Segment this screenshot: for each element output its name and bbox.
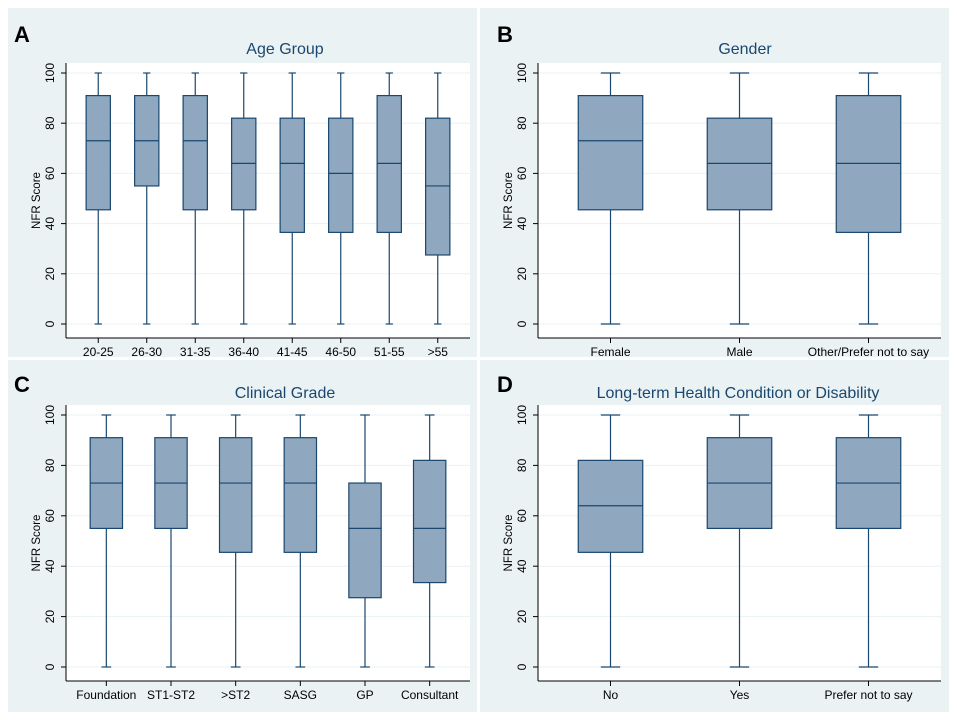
- box-6: Consultant: [401, 414, 459, 702]
- box-4: SASG: [283, 414, 318, 702]
- x-tick-label: Female: [590, 345, 630, 359]
- y-tick-label: 40: [515, 217, 529, 231]
- y-tick-label: 20: [43, 610, 57, 624]
- y-tick-label: 20: [515, 267, 529, 281]
- y-tick-label: 0: [43, 663, 57, 670]
- y-tick-label: 40: [43, 559, 57, 573]
- y-tick-label: 0: [515, 663, 529, 670]
- panel-c: 0 20 40 60 80 100 NFR Score Clinical Grade C Foun…: [8, 360, 477, 712]
- plot-area: [66, 405, 470, 681]
- iqr-box: [85, 94, 111, 211]
- panel-letter: A: [14, 22, 30, 47]
- y-axis-label: NFR Score: [31, 172, 43, 229]
- iqr-box: [577, 94, 644, 211]
- x-tick-label: Other/Prefer not to say: [808, 345, 929, 359]
- panel-letter: D: [497, 372, 513, 397]
- y-tick-label: 100: [515, 63, 529, 83]
- box-3: >ST2: [218, 414, 253, 702]
- y-tick-label: 100: [43, 405, 57, 425]
- box-8: >55: [425, 72, 451, 359]
- y-axis-label: NFR Score: [503, 172, 515, 229]
- y-tick-label: 40: [43, 217, 57, 231]
- panel-letter: C: [14, 372, 30, 397]
- iqr-box: [425, 117, 451, 256]
- box-3: Prefer not to say: [824, 414, 913, 702]
- x-tick-label: 51-55: [374, 345, 405, 359]
- x-tick-label: 20-25: [83, 345, 114, 359]
- x-tick-label: SASG: [284, 688, 317, 702]
- box-1: 20-25: [83, 72, 114, 359]
- iqr-box: [182, 94, 208, 211]
- box-1: Female: [577, 72, 644, 359]
- y-tick-label: 100: [515, 405, 529, 425]
- y-tick-label: 20: [515, 610, 529, 624]
- x-tick-label: >ST2: [221, 688, 250, 702]
- x-tick-label: 41-45: [277, 345, 308, 359]
- box-3: Other/Prefer not to say: [808, 72, 929, 359]
- box-2: Yes: [706, 414, 773, 702]
- x-tick-label: 26-30: [131, 345, 162, 359]
- iqr-box: [279, 117, 305, 233]
- x-tick-label: Yes: [730, 688, 750, 702]
- panel-title: Clinical Grade: [235, 385, 336, 402]
- x-tick-label: >55: [428, 345, 449, 359]
- y-tick-label: 80: [43, 116, 57, 130]
- iqr-box: [376, 94, 402, 233]
- box-4: 36-40: [228, 72, 259, 359]
- box-5: GP: [348, 414, 382, 702]
- iqr-box: [706, 117, 773, 211]
- panel-a: 0 20 40 60 80 100 NFR Score Age Group A 20-25 26-3…: [8, 8, 477, 359]
- y-axis-label: NFR Score: [503, 515, 515, 572]
- box-5: 41-45: [277, 72, 308, 359]
- x-tick-label: Foundation: [76, 688, 136, 702]
- box-6: 46-50: [325, 72, 356, 359]
- x-tick-label: Consultant: [401, 688, 459, 702]
- plot-area: [66, 63, 470, 338]
- y-tick-label: 60: [515, 166, 529, 180]
- panel-letter: B: [497, 22, 513, 47]
- box-7: 51-55: [374, 72, 405, 359]
- box-1: Foundation: [76, 414, 136, 702]
- y-tick-label: 60: [515, 509, 529, 523]
- x-tick-label: Male: [726, 345, 752, 359]
- panel-title: Long-term Health Condition or Disability: [597, 385, 880, 402]
- iqr-box: [218, 437, 253, 553]
- y-tick-label: 0: [515, 320, 529, 327]
- box-3: 31-35: [180, 72, 211, 359]
- iqr-box: [412, 459, 447, 584]
- y-tick-label: 40: [515, 559, 529, 573]
- box-1: No: [577, 414, 644, 702]
- y-tick-label: 20: [43, 267, 57, 281]
- y-axis-label: NFR Score: [31, 515, 43, 572]
- y-tick-label: 60: [43, 166, 57, 180]
- y-tick-label: 60: [43, 509, 57, 523]
- panel-title: Gender: [718, 41, 772, 58]
- y-tick-label: 80: [43, 458, 57, 472]
- panel-title: Age Group: [246, 41, 323, 58]
- iqr-box: [283, 437, 318, 553]
- iqr-box: [835, 94, 902, 233]
- x-tick-label: GP: [356, 688, 373, 702]
- y-tick-label: 0: [43, 320, 57, 327]
- iqr-box: [231, 117, 257, 211]
- x-tick-label: 31-35: [180, 345, 211, 359]
- box-2: 26-30: [131, 72, 162, 359]
- x-tick-label: ST1-ST2: [147, 688, 195, 702]
- box-2: ST1-ST2: [147, 414, 195, 702]
- iqr-box: [328, 117, 354, 233]
- iqr-box: [577, 459, 644, 553]
- y-tick-label: 100: [43, 63, 57, 83]
- y-tick-label: 80: [515, 116, 529, 130]
- x-tick-label: 36-40: [228, 345, 259, 359]
- x-tick-label: 46-50: [325, 345, 356, 359]
- box-2: Male: [706, 72, 773, 359]
- y-tick-label: 80: [515, 458, 529, 472]
- x-tick-label: No: [603, 688, 619, 702]
- iqr-box: [348, 482, 382, 599]
- x-tick-label: Prefer not to say: [824, 688, 912, 702]
- panel-d: 0 20 40 60 80 100 NFR Score Long-term Health Co…: [480, 360, 949, 712]
- panel-b: 0 20 40 60 80 100 NFR Score Gender B Female Male Ot…: [480, 8, 949, 359]
